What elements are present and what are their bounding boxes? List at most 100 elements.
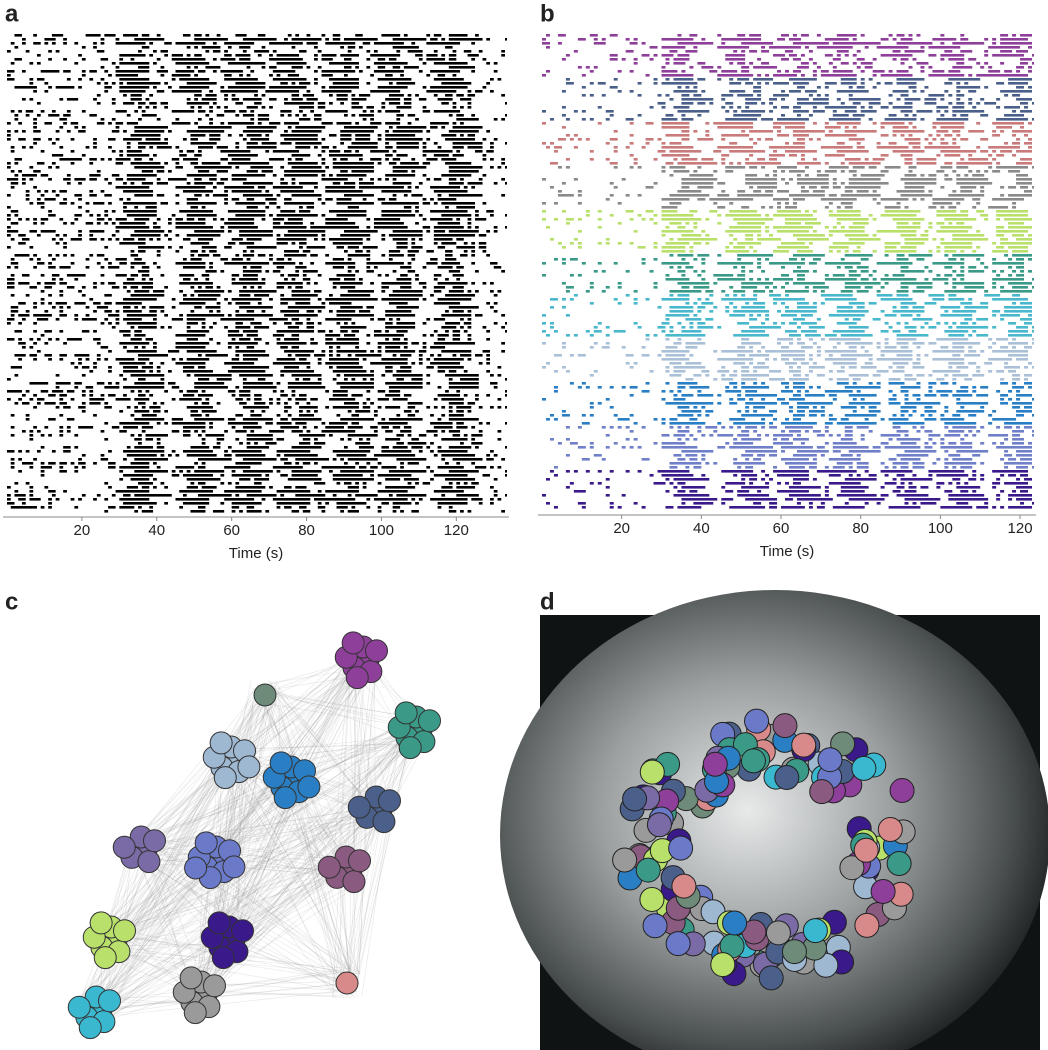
spike-run [138, 142, 169, 145]
spike-run [332, 242, 363, 245]
spike-run [501, 118, 505, 121]
spike-run [336, 374, 341, 377]
spike-run [197, 118, 202, 121]
spike-run [14, 490, 19, 493]
spike-run [119, 54, 146, 57]
spike-run [336, 354, 341, 357]
spike-run [426, 178, 431, 181]
spike-run [777, 230, 809, 233]
spike-run [179, 274, 195, 277]
spike-run [332, 158, 337, 161]
spike-run [840, 290, 853, 293]
spike-run [924, 86, 929, 89]
spike-run [115, 274, 127, 277]
spike-run [33, 314, 52, 317]
spike-run [108, 314, 120, 317]
spike-run [182, 238, 191, 241]
spike-run [940, 226, 973, 229]
spike-run [812, 342, 817, 345]
spike-run [653, 334, 658, 337]
spike-run [51, 258, 56, 261]
spike-run [589, 286, 594, 289]
spike-run [840, 170, 845, 173]
spike-run [753, 78, 774, 81]
spike-run [916, 110, 933, 113]
spike-run [306, 430, 311, 433]
spike-run [111, 210, 116, 213]
spike-run [840, 78, 857, 81]
spike-run [179, 314, 183, 317]
spike-run [284, 314, 318, 317]
spike-run [996, 370, 1005, 373]
spike-run [467, 318, 472, 321]
spike-run [944, 250, 957, 253]
spike-run [108, 370, 112, 373]
spike-run [689, 326, 694, 329]
spike-run [988, 66, 993, 69]
spike-run [231, 394, 236, 397]
spike-run [840, 226, 845, 229]
spike-run [729, 226, 762, 229]
spike-run [848, 270, 857, 273]
spike-run [1012, 154, 1017, 157]
spike-run [25, 110, 34, 113]
spike-run [860, 70, 865, 73]
spike-run [25, 114, 30, 117]
spike-run [59, 354, 67, 357]
edge [143, 780, 282, 850]
spike-run [362, 406, 371, 409]
spike-run [362, 198, 367, 201]
spike-run [373, 330, 382, 333]
spike-run [437, 282, 468, 285]
spike-run [497, 374, 502, 377]
spike-run [433, 50, 438, 53]
spike-run [347, 246, 359, 249]
spike-run [471, 482, 479, 485]
spike-run [209, 118, 213, 121]
spike-run [605, 342, 610, 345]
spike-run [573, 110, 578, 113]
edge [269, 703, 407, 727]
spike-run [733, 110, 738, 113]
spike-run [55, 194, 60, 197]
spike-run [936, 222, 945, 225]
spike-run [1008, 322, 1017, 325]
spike-run [912, 394, 921, 397]
spike-run [280, 110, 292, 113]
spike-run [452, 154, 464, 157]
spike-run [355, 482, 359, 485]
spike-run [407, 254, 416, 257]
spike-run [501, 158, 505, 161]
spike-run [1000, 194, 1005, 197]
spike-run [18, 450, 22, 453]
spike-run [932, 370, 961, 373]
spike-run [733, 238, 738, 241]
spike-run [812, 74, 817, 77]
spike-run [992, 54, 1025, 57]
spike-run [661, 350, 690, 353]
spike-run [40, 298, 45, 301]
spike-run [1000, 286, 1005, 289]
spike-run [25, 482, 30, 485]
spike-run [956, 182, 993, 185]
spike-run [242, 114, 255, 117]
spike-run [912, 58, 917, 61]
spike-run [832, 226, 837, 229]
spike-run [1032, 166, 1034, 169]
edge [119, 768, 232, 929]
spike-run [467, 222, 472, 225]
spike-run [757, 362, 766, 365]
spike-run [29, 398, 34, 401]
edge [218, 794, 362, 872]
spike-run [347, 458, 378, 461]
spike-run [396, 126, 427, 129]
spike-run [168, 238, 172, 241]
spike-run [385, 370, 393, 373]
spike-run [186, 390, 198, 393]
spike-run [585, 138, 590, 141]
spike-run [284, 98, 288, 101]
spike-run [55, 406, 60, 409]
spike-run [709, 198, 754, 201]
spike-run [381, 298, 419, 301]
spike-run [392, 446, 408, 449]
